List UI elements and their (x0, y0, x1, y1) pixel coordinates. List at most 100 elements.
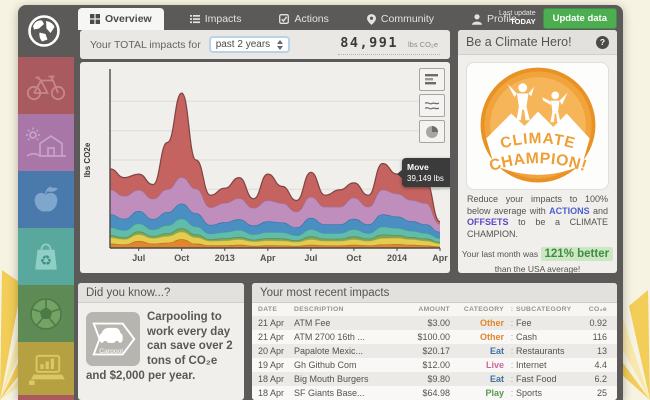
last-update: Last update TODAY (499, 10, 536, 27)
app-logo[interactable] (26, 13, 62, 49)
col-category: CATEGORY (454, 306, 508, 313)
table-row[interactable]: 19 Apr Gh Github Com $12.00 Live : Inter… (252, 358, 617, 372)
help-icon[interactable]: ? (596, 36, 609, 49)
cell-description: ATM 2700 16th ... (294, 332, 394, 342)
svg-text:♻: ♻ (40, 253, 52, 268)
col-separator: : (508, 306, 516, 313)
sidebar-item-play[interactable] (18, 285, 74, 342)
actions-link[interactable]: ACTIONS (549, 206, 590, 216)
cell-subcategory: Restaurants (516, 346, 578, 356)
cell-description: Big Mouth Burgers (294, 374, 394, 384)
did-you-know-panel: Did you know...? Carpool Carpooling to w… (78, 283, 244, 400)
col-date: DATE (258, 306, 294, 313)
cell-co2e: 116 (578, 332, 611, 342)
cell-date: 18 Apr (258, 374, 294, 384)
table-row[interactable]: 20 Apr Papalote Mexic... $20.17 Eat : Re… (252, 344, 617, 358)
tooltip-arrow-icon (397, 169, 403, 179)
cell-subcategory: Fast Food (516, 374, 578, 384)
table-row[interactable]: 18 Apr SF Giants Base... $64.98 Play : S… (252, 386, 617, 400)
tab-label: Actions (294, 13, 328, 25)
cell-subcategory: Fee (516, 318, 578, 328)
last-month-highlight: 121% better (541, 247, 614, 261)
svg-text:Oct: Oct (174, 253, 189, 263)
table-row[interactable]: 18 Apr Big Mouth Burgers $9.80 Eat : Fas… (252, 372, 617, 386)
did-you-know-title: Did you know...? (86, 287, 170, 299)
recent-impacts-panel: Your most recent impacts DATE DESCRIPTIO… (252, 283, 617, 400)
sidebar-item-move[interactable] (18, 57, 74, 114)
tab-actions[interactable]: Actions (267, 8, 340, 30)
cell-co2e: 13 (578, 346, 611, 356)
chart-type-pie-button[interactable] (419, 120, 445, 143)
cell-category: Eat (454, 374, 508, 384)
tooltip-category: Move (407, 162, 450, 172)
grid-icon (90, 14, 100, 24)
cell-amount: $12.00 (394, 360, 454, 370)
cell-co2e: 25 (578, 388, 611, 398)
chart-type-controls (419, 68, 445, 143)
tab-label: Overview (105, 13, 152, 25)
impacts-chart[interactable]: JulOct2013AprJulOct2014Aprlbs CO2e (80, 62, 450, 273)
climate-champion-badge-icon: CLIMATE CHAMPION! (471, 65, 605, 187)
checkbox-icon (279, 14, 289, 24)
cell-separator: : (508, 388, 516, 398)
tooltip-value: 39,149 lbs (407, 174, 450, 183)
person-icon (472, 14, 482, 25)
cell-subcategory: Internet (516, 360, 578, 370)
period-select-value: past 2 years (216, 39, 270, 50)
cell-separator: : (508, 332, 516, 342)
offsets-link[interactable]: OFFSETS (467, 217, 509, 227)
soccer-ball-icon (28, 296, 64, 332)
cell-amount: $9.80 (394, 374, 454, 384)
hero-text-and: and (593, 206, 608, 216)
total-impacts: 84,991 lbs CO₂e (338, 35, 440, 55)
tab-community[interactable]: Community (355, 8, 446, 30)
recent-impacts-title: Your most recent impacts (260, 287, 389, 299)
last-update-value: TODAY (499, 18, 536, 27)
nav-tabs: Overview Impacts Actions Community (78, 8, 529, 30)
cell-date: 21 Apr (258, 318, 294, 328)
cell-separator: : (508, 374, 516, 384)
hero-description: Reduce your impacts to 100% below averag… (467, 194, 608, 241)
cell-separator: : (508, 360, 516, 370)
stream-chart-icon (425, 100, 439, 111)
house-icon (25, 127, 67, 159)
sidebar-item-dwell[interactable] (18, 114, 74, 171)
last-month-summary: Your last month was 121% better than the… (458, 246, 617, 273)
tab-impacts[interactable]: Impacts (178, 8, 254, 30)
cell-date: 21 Apr (258, 332, 294, 342)
laptop-chart-icon (26, 352, 66, 386)
svg-text:lbs CO2e: lbs CO2e (83, 142, 92, 177)
climate-champion-badge: CLIMATE CHAMPION! (466, 62, 609, 190)
chart-type-stream-button[interactable] (419, 94, 445, 117)
app-window: Overview Impacts Actions Community (18, 5, 623, 400)
svg-text:2014: 2014 (387, 253, 407, 263)
cell-category: Eat (454, 346, 508, 356)
table-header-row: DATE DESCRIPTION AMOUNT CATEGORY : SUBCA… (252, 303, 617, 316)
cell-co2e: 4.4 (578, 360, 611, 370)
total-impacts-value: 84,991 (340, 35, 398, 51)
pie-chart-icon (425, 125, 439, 139)
sidebar-item-eat[interactable] (18, 171, 74, 228)
sidebar-item-next-partial[interactable] (18, 395, 74, 400)
col-co2e: CO₂e (578, 306, 611, 313)
cell-co2e: 0.92 (578, 318, 611, 328)
cell-category: Live (454, 360, 508, 370)
table-row[interactable]: 21 Apr ATM 2700 16th ... $100.00 Other :… (252, 330, 617, 344)
cell-description: Papalote Mexic... (294, 346, 394, 356)
table-row[interactable]: 21 Apr ATM Fee $3.00 Other : Fee 0.92 (252, 316, 617, 330)
update-data-button[interactable]: Update data (543, 8, 617, 29)
cell-description: Gh Github Com (294, 360, 394, 370)
col-amount: AMOUNT (394, 306, 454, 313)
chart-type-bar-button[interactable] (419, 68, 445, 91)
cell-separator: : (508, 318, 516, 328)
cell-category: Play (454, 388, 508, 398)
impacts-chart-panel: JulOct2013AprJulOct2014Aprlbs CO2e (80, 62, 450, 273)
sidebar-item-shop[interactable]: ♻ (18, 228, 74, 285)
carpool-icon: Carpool (86, 312, 140, 366)
col-description: DESCRIPTION (294, 306, 394, 313)
sidebar-item-work[interactable] (18, 342, 74, 395)
tab-overview[interactable]: Overview (78, 8, 164, 30)
period-select[interactable]: past 2 years (209, 36, 290, 53)
svg-text:2013: 2013 (215, 253, 235, 263)
community-pin-icon (367, 14, 376, 25)
